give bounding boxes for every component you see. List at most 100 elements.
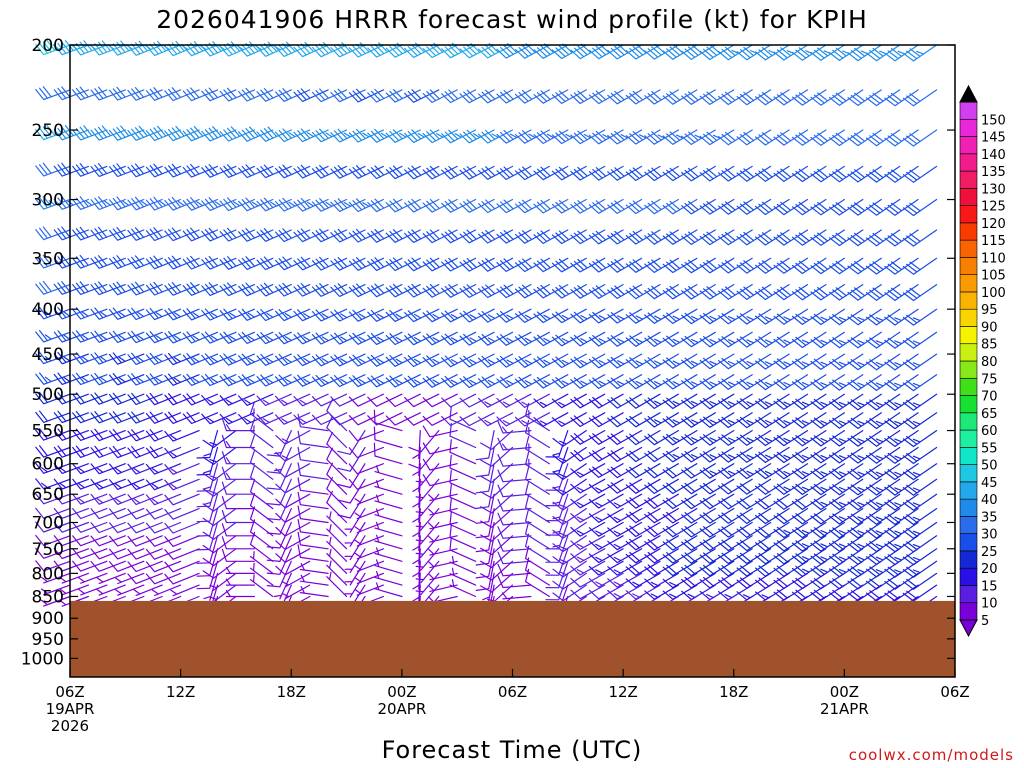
wind-barb bbox=[810, 478, 845, 496]
wind-barb bbox=[441, 165, 477, 180]
wind-barb bbox=[865, 308, 901, 326]
wind-barb bbox=[449, 439, 477, 465]
wind-barb bbox=[404, 257, 440, 272]
wind-barb bbox=[514, 229, 550, 244]
wind-barb bbox=[90, 86, 126, 101]
wind-barb bbox=[478, 284, 514, 299]
wind-barb bbox=[570, 508, 606, 523]
wind-barb bbox=[145, 196, 182, 211]
wind-barb bbox=[644, 430, 679, 446]
wind-barb bbox=[202, 446, 237, 465]
wind-barb bbox=[570, 584, 606, 600]
wind-barb bbox=[35, 410, 71, 423]
wind-barb bbox=[249, 562, 274, 586]
wind-barb bbox=[644, 308, 679, 324]
wind-barb bbox=[699, 89, 735, 105]
wind-barb bbox=[865, 430, 901, 447]
wind-barb bbox=[90, 40, 126, 56]
wind-barb bbox=[588, 374, 624, 389]
wind-barb bbox=[828, 229, 864, 247]
wind-barb bbox=[644, 412, 679, 428]
wind-barb bbox=[164, 411, 200, 424]
colorbar-label: 35 bbox=[981, 510, 998, 525]
wind-barb bbox=[718, 446, 753, 463]
wind-barb bbox=[902, 446, 938, 464]
terrain bbox=[70, 600, 955, 677]
wind-barb bbox=[145, 560, 182, 573]
wind-barb bbox=[35, 521, 71, 533]
wind-barb bbox=[755, 353, 790, 370]
wind-barb bbox=[449, 454, 477, 480]
wind-barb bbox=[348, 198, 384, 213]
wind-barb bbox=[570, 560, 606, 576]
wind-barb bbox=[625, 165, 661, 181]
wind-barb bbox=[311, 198, 348, 212]
wind-barb bbox=[773, 165, 809, 182]
wind-barb bbox=[681, 478, 716, 495]
wind-barb bbox=[90, 428, 126, 442]
wind-barb bbox=[884, 284, 919, 301]
wind-barb bbox=[847, 89, 882, 106]
wind-barb bbox=[718, 493, 753, 510]
wind-barb bbox=[459, 229, 495, 244]
wind-barb bbox=[607, 572, 643, 588]
wind-barb bbox=[127, 493, 163, 506]
wind-barb bbox=[662, 308, 698, 324]
wind-barb bbox=[337, 430, 366, 455]
wind-barb bbox=[72, 196, 108, 210]
wind-barb bbox=[525, 402, 550, 432]
wind-barb bbox=[736, 374, 772, 391]
wind-barb bbox=[681, 129, 716, 145]
wind-barb bbox=[718, 257, 753, 274]
wind-barb bbox=[755, 521, 790, 538]
wind-barb bbox=[145, 87, 182, 101]
wind-barb bbox=[293, 353, 329, 367]
wind-barb bbox=[644, 393, 679, 409]
wind-barb bbox=[35, 462, 71, 474]
colorbar-swatch bbox=[959, 550, 978, 569]
wind-barb bbox=[202, 535, 237, 554]
wind-barb bbox=[35, 40, 71, 56]
wind-barb bbox=[496, 165, 532, 180]
wind-barb bbox=[109, 163, 145, 178]
wind-barb bbox=[514, 393, 550, 408]
colorbar-label: 10 bbox=[981, 597, 998, 612]
wind-barb bbox=[249, 464, 274, 495]
wind-barb bbox=[625, 560, 661, 576]
wind-barb bbox=[865, 393, 901, 411]
wind-barb bbox=[791, 430, 827, 447]
wind-barb bbox=[35, 534, 71, 546]
wind-barb bbox=[699, 374, 735, 390]
colorbar-label: 125 bbox=[981, 200, 1006, 215]
wind-barb bbox=[297, 413, 329, 432]
wind-barb bbox=[344, 521, 366, 547]
wind-barb bbox=[718, 89, 753, 106]
wind-barb bbox=[53, 521, 89, 533]
wind-barb bbox=[374, 521, 403, 537]
wind-barb bbox=[662, 331, 698, 348]
wind-barb bbox=[662, 198, 698, 215]
wind-barb bbox=[681, 508, 716, 524]
wind-barb bbox=[828, 478, 864, 496]
wind-barb bbox=[736, 463, 772, 480]
wind-barb bbox=[533, 284, 569, 299]
wind-barb bbox=[72, 535, 108, 547]
wind-barb bbox=[72, 330, 108, 343]
wind-barb bbox=[810, 446, 845, 464]
wind-barb bbox=[847, 493, 882, 511]
wind-barb bbox=[348, 446, 384, 459]
wind-barb bbox=[847, 353, 882, 371]
wind-barb bbox=[201, 412, 237, 425]
wind-barb bbox=[326, 548, 348, 574]
wind-barb bbox=[72, 226, 108, 241]
wind-barb bbox=[791, 521, 827, 539]
wind-barb bbox=[551, 89, 587, 104]
wind-barb bbox=[828, 560, 864, 578]
wind-barb bbox=[449, 497, 477, 524]
wind-barb bbox=[699, 331, 735, 348]
wind-barb bbox=[145, 548, 182, 560]
wind-barb bbox=[736, 493, 772, 510]
wind-barb bbox=[644, 257, 679, 273]
